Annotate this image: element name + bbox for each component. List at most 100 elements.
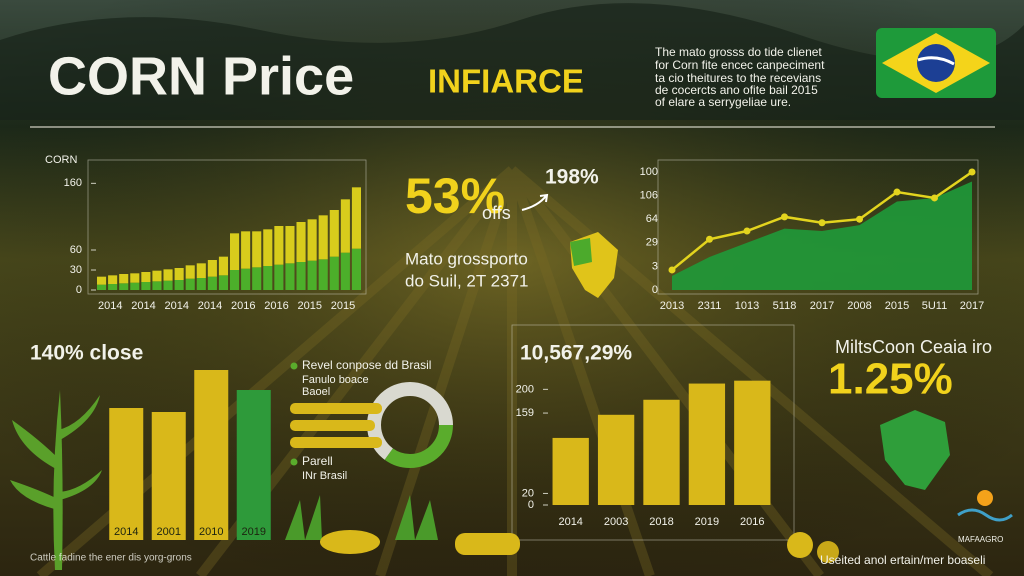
bar-segment [307, 219, 317, 261]
point [781, 213, 788, 221]
x-tick-label: 2014 [114, 526, 138, 538]
y-tick-label: 20 [522, 487, 534, 499]
x-tick-label: 2014 [558, 516, 582, 528]
corn-cob [320, 530, 380, 554]
x-tick-label: 2008 [847, 300, 871, 312]
bar [688, 383, 726, 505]
y-tick-label: 100 [640, 166, 658, 178]
bar [151, 412, 186, 540]
place-line: Mato grossporto [405, 249, 528, 268]
bar-segment [119, 274, 129, 284]
bar-segment [296, 222, 306, 262]
bar [552, 437, 589, 505]
bar-segment [230, 233, 240, 270]
bar-segment [329, 210, 339, 257]
bar-segment [141, 282, 151, 290]
bar [643, 399, 680, 505]
bar-segment [119, 283, 129, 290]
point [668, 266, 676, 274]
logo-wave [957, 508, 1013, 522]
bar-segment [152, 281, 162, 290]
point [893, 188, 901, 196]
legend-label: Revel conpose dd Brasil [302, 358, 431, 372]
point [856, 215, 863, 223]
bar-segment [196, 278, 206, 290]
bar-segment [174, 280, 184, 290]
brazil-flag [876, 28, 996, 98]
x-tick-label: 2016 [740, 516, 764, 528]
x-tick-label: 2014 [131, 300, 155, 312]
x-tick-label: 2001 [157, 526, 181, 538]
y-tick-label: 29 [646, 237, 658, 249]
brazil-map-region [570, 238, 592, 266]
bar-segment [97, 276, 107, 285]
x-tick-label: 2017 [960, 300, 984, 312]
y-tick-label: 159 [516, 407, 534, 419]
callout-label: MiltsCoon Ceaia iro [835, 337, 992, 357]
chart-title: 140% close [30, 342, 143, 365]
grass [285, 495, 438, 540]
y-tick-label: 0 [528, 499, 534, 511]
bar-segment [218, 256, 228, 276]
bar [236, 390, 271, 540]
bar-segment [196, 263, 206, 278]
bar-segment [263, 229, 273, 266]
callout-suffix: offs [482, 203, 511, 223]
y-tick-label: 160 [64, 177, 82, 189]
bar [194, 370, 229, 540]
x-tick-label: 2017 [810, 300, 834, 312]
bar-segment [252, 267, 262, 290]
arrow [521, 193, 549, 211]
bar-segment [174, 268, 184, 280]
bar-segment [241, 231, 251, 269]
x-tick-label: 2019 [242, 526, 266, 538]
x-tick-label: 2016 [231, 300, 255, 312]
x-tick-label: 2003 [604, 516, 628, 528]
decor-bar [290, 403, 382, 414]
x-tick-label: 2311 [698, 300, 722, 312]
corn-cob [455, 533, 520, 555]
y-tick-label: 200 [516, 383, 534, 395]
y-tick-label: 0 [652, 284, 658, 296]
bar-segment [207, 260, 217, 277]
bar-segment [97, 284, 107, 290]
x-tick-label: 2016 [264, 300, 288, 312]
bar-segment [318, 259, 328, 290]
x-tick-label: 2019 [695, 516, 719, 528]
x-tick-label: 1013 [735, 300, 759, 312]
area [672, 181, 972, 290]
bar-segment [207, 276, 217, 290]
corn-plant [10, 390, 102, 570]
legend-swatch [290, 458, 298, 466]
bar-segment [274, 226, 284, 265]
bar [734, 380, 771, 505]
x-tick-label: 2015 [885, 300, 909, 312]
decor-bar [290, 437, 382, 448]
title: CORN Price [48, 46, 354, 106]
bar-segment [230, 270, 240, 290]
hills [0, 3, 1024, 120]
y-tick-label: 64 [646, 213, 658, 225]
chart-frame [87, 159, 367, 295]
x-tick-label: 2013 [660, 300, 684, 312]
bar-segment [130, 282, 140, 290]
note-line: ta cio theitures to the recevians [655, 71, 821, 85]
bar-segment [307, 260, 317, 290]
bar-segment [163, 269, 173, 281]
chart-frame [657, 159, 979, 295]
y-tick-label: 3 [652, 260, 658, 272]
x-tick-label: 5U11 [922, 300, 947, 312]
coin [817, 541, 839, 563]
bar-segment [329, 256, 339, 290]
annotation: Baoel [302, 386, 330, 398]
bar-segment [152, 270, 162, 282]
x-tick-label: 2014 [198, 300, 222, 312]
bar-segment [163, 280, 173, 290]
bar [109, 408, 144, 540]
bar-segment [185, 265, 195, 279]
legend-label: Parell [302, 454, 333, 468]
x-tick-label: 2014 [165, 300, 189, 312]
decor-bar [290, 420, 375, 431]
